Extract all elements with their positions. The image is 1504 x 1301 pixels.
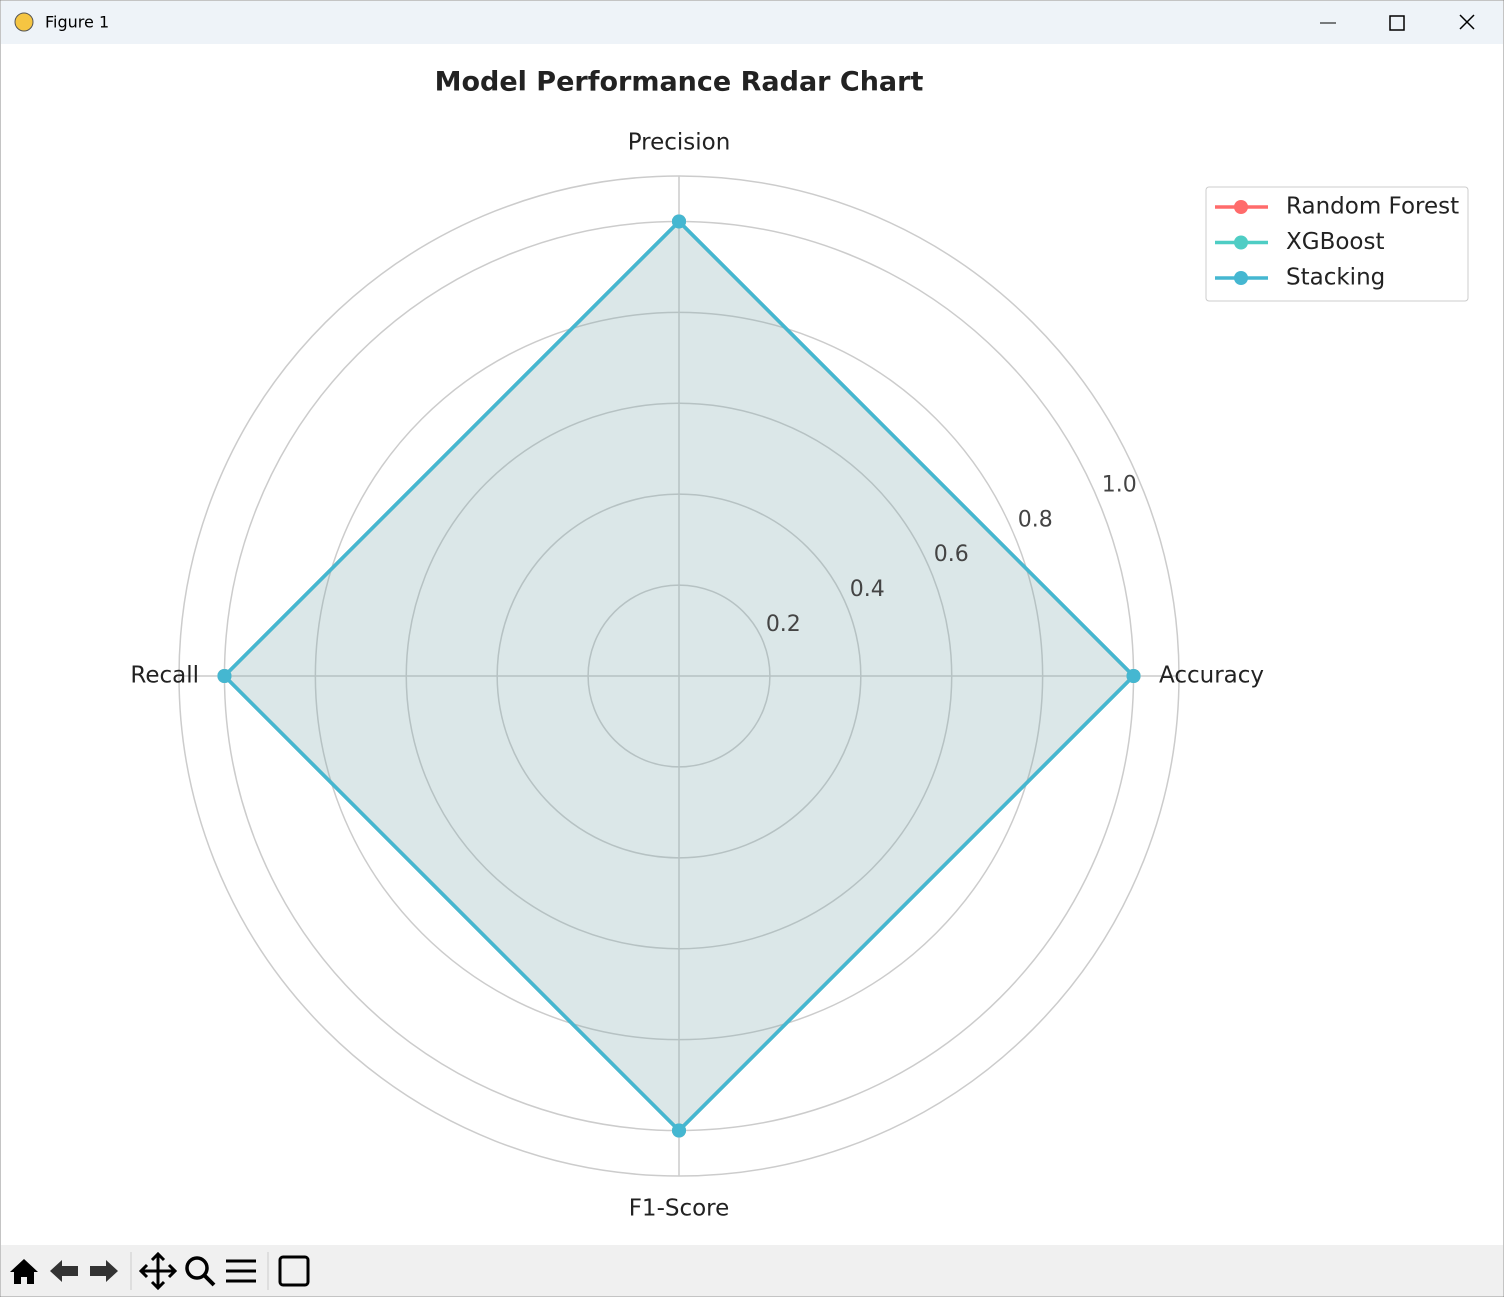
save-button[interactable] [278,1255,310,1287]
r-tick-label: 0.6 [934,542,969,567]
r-tick-label: 0.8 [1018,507,1053,532]
category-label: F1-Score [629,1196,730,1222]
legend: Random Forest XGBoost Stacking [1205,186,1469,302]
legend-marker [1234,235,1248,250]
plot: 0.2 0.4 0.6 0.8 1.0 Accuracy Precision Recall F1… [130,130,1469,1222]
series-marker [217,669,232,683]
back-button[interactable] [50,1260,78,1282]
legend-marker [1234,271,1248,285]
zoom-button[interactable] [185,1256,209,1280]
category-label: Accuracy [1159,663,1264,689]
home-button[interactable] [10,1259,38,1284]
series-marker [672,1123,686,1138]
window-title: Figure 1 [45,13,109,32]
legend-box [1205,186,1469,302]
legend-label: XGBoost [1286,229,1385,255]
configure-button[interactable] [226,1259,256,1283]
app-icon [14,12,34,32]
series-marker [1126,669,1141,683]
legend-label: Random Forest [1286,194,1459,220]
series-marker [672,214,686,229]
category-label: Precision [628,130,731,156]
chart-title: Model Performance Radar Chart [435,67,924,98]
r-tick-label: 0.4 [850,577,885,602]
r-tick-label: 0.2 [766,612,801,637]
r-tick-label: 1.0 [1102,473,1137,498]
forward-button[interactable] [90,1260,118,1282]
title-bar [1,1,1503,44]
legend-label: Stacking [1286,265,1385,291]
zoom-handle [202,1273,216,1287]
pan-button[interactable] [138,1251,178,1291]
legend-marker [1234,200,1248,214]
maximize-button[interactable] [1389,15,1405,31]
close-button[interactable] [1459,14,1475,30]
category-label: Recall [130,663,199,689]
